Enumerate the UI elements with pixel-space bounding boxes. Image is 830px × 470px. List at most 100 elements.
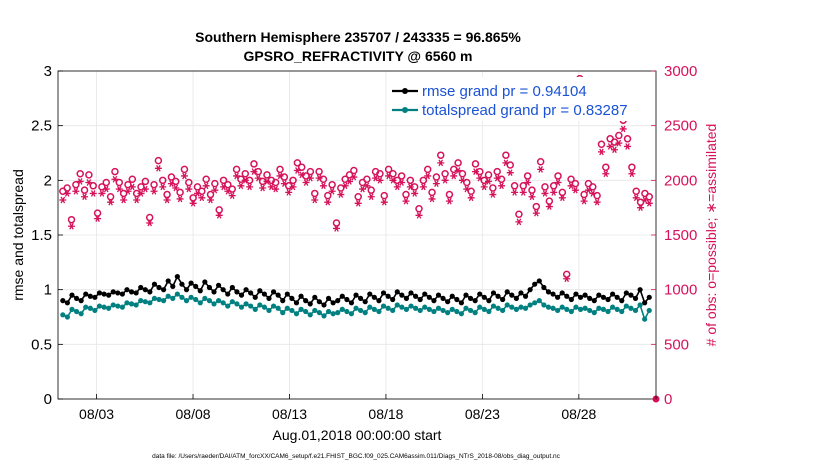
data-point-assimilated [471, 168, 479, 175]
data-point-assimilated [337, 191, 345, 198]
data-point-assimilated [76, 178, 84, 185]
data-point-possible [363, 175, 371, 183]
data-point-rmse [87, 293, 93, 299]
data-point-rmse [312, 294, 318, 300]
data-point-possible [580, 190, 588, 199]
y-tick-label-left: 1.5 [31, 227, 52, 244]
data-point-rmse [486, 298, 492, 304]
data-point-rmse [220, 287, 226, 293]
data-point-rmse [119, 291, 125, 297]
data-point-rmse [509, 292, 515, 298]
data-point-possible [628, 163, 636, 171]
data-point-totalspread [472, 310, 478, 316]
data-point-totalspread [325, 308, 332, 315]
data-point-totalspread [280, 310, 286, 316]
data-point-totalspread [632, 307, 639, 314]
data-point-totalspread [69, 306, 75, 312]
data-point-totalspread [582, 305, 588, 311]
data-point-possible [406, 176, 415, 185]
data-point-rmse [610, 291, 616, 297]
data-point-totalspread [422, 304, 428, 310]
data-point-possible [328, 180, 336, 189]
data-point-totalspread [431, 308, 437, 315]
data-point-rmse [110, 289, 116, 295]
data-point-totalspread [151, 295, 158, 302]
data-point-rmse [623, 290, 629, 296]
data-point-possible [85, 171, 93, 179]
data-point-totalspread [211, 301, 217, 307]
data-point-rmse [348, 300, 355, 306]
data-point-rmse [632, 295, 639, 302]
data-point-totalspread [156, 296, 162, 303]
data-point-totalspread [417, 307, 423, 314]
data-point-possible [554, 172, 562, 180]
data-point-rmse [380, 290, 387, 296]
data-point-possible [419, 176, 428, 185]
data-point-rmse [522, 293, 529, 299]
data-point-totalspread [110, 302, 116, 308]
data-point-totalspread [577, 306, 584, 312]
data-point-assimilated [285, 189, 293, 196]
data-point-totalspread [193, 296, 199, 303]
data-point-possible [102, 178, 111, 187]
data-point-assimilated [506, 169, 514, 177]
data-point-assimilated [393, 183, 401, 191]
data-point-assimilated [241, 176, 249, 184]
data-point-assimilated [376, 176, 384, 184]
data-point-rmse [64, 300, 70, 306]
data-point-totalspread [486, 308, 492, 315]
data-point-totalspread [188, 294, 194, 300]
data-point-totalspread [293, 311, 300, 317]
data-point-assimilated [359, 185, 367, 193]
data-point-possible [202, 175, 210, 183]
data-point-rmse [417, 296, 423, 303]
data-point-possible [615, 131, 623, 140]
data-point-assimilated [354, 199, 362, 207]
data-point-assimilated [476, 174, 484, 182]
data-point-possible [180, 165, 189, 174]
data-point-rmse [156, 284, 162, 291]
data-point-rmse [60, 298, 66, 304]
y-tick-label-right: 3000 [664, 63, 697, 80]
chart-title: Southern Hemisphere 235707 / 243335 = 96… [195, 29, 521, 45]
data-point-assimilated [445, 197, 453, 205]
data-point-totalspread [119, 304, 125, 310]
data-point-rmse [151, 281, 158, 287]
data-point-assimilated [137, 190, 145, 197]
data-point-assimilated [602, 170, 610, 178]
data-point-totalspread [458, 311, 465, 317]
chart-subtitle: GPSRO_REFRACTIVITY @ 6560 m [244, 48, 473, 64]
legend-marker-totalspread [402, 107, 408, 113]
data-point-possible [428, 188, 436, 197]
data-point-totalspread [541, 302, 547, 308]
data-point-assimilated [350, 173, 358, 181]
data-point-possible [189, 194, 197, 202]
data-point-assimilated [259, 184, 267, 192]
data-point-rmse [188, 280, 194, 286]
data-point-totalspread [463, 305, 469, 311]
data-point-assimilated [463, 185, 471, 193]
data-point-possible [354, 192, 362, 201]
data-point-rmse [353, 292, 359, 298]
data-point-assimilated [115, 185, 123, 193]
data-point-assimilated [311, 196, 319, 204]
data-point-possible [315, 167, 323, 176]
data-point-rmse [646, 294, 652, 300]
data-point-totalspread [348, 311, 355, 317]
data-point-possible [432, 173, 441, 181]
data-point-possible [597, 140, 606, 148]
data-point-totalspread [646, 307, 652, 314]
data-point-totalspread [619, 308, 625, 315]
data-point-totalspread [545, 304, 552, 310]
data-point-possible [271, 178, 280, 187]
data-point-assimilated [528, 193, 536, 201]
data-point-possible [541, 183, 549, 191]
data-point-totalspread [642, 316, 648, 322]
data-point-assimilated [341, 182, 349, 190]
data-point-totalspread [248, 303, 254, 309]
data-point-assimilated [537, 166, 545, 173]
data-point-possible [545, 197, 554, 205]
data-point-rmse [440, 295, 446, 302]
data-point-assimilated [628, 170, 636, 178]
data-point-totalspread [128, 301, 135, 307]
